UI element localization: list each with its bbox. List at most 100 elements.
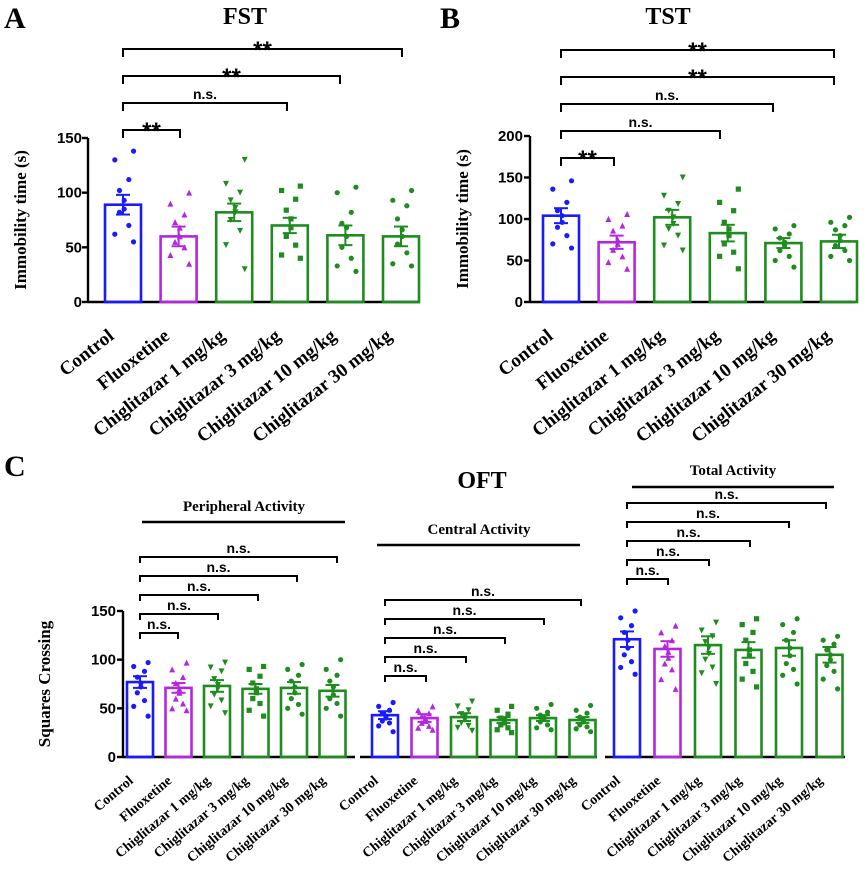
panel-letter-a: A [4, 2, 26, 35]
data-point [112, 157, 118, 163]
data-point [408, 263, 415, 269]
data-point [780, 622, 786, 628]
data-point [568, 245, 575, 251]
y-tick-label: 150 [498, 170, 523, 187]
data-point [780, 672, 786, 678]
data-point [283, 207, 289, 213]
data-point [465, 707, 472, 714]
significance-bracket [139, 594, 259, 601]
chart-subtitle: Peripheral Activity [183, 499, 306, 515]
significance-label: n.s. [226, 540, 250, 556]
significance-bracket [384, 637, 506, 644]
data-point [288, 216, 294, 222]
data-point [679, 247, 686, 254]
bar [541, 214, 581, 304]
data-point [183, 707, 190, 714]
data-point [835, 633, 841, 639]
bar [214, 211, 254, 304]
data-point [672, 685, 679, 692]
data-point [698, 670, 705, 677]
data-point [791, 264, 797, 270]
bar [764, 241, 803, 304]
data-point [130, 239, 137, 245]
bar [612, 637, 642, 759]
data-point [721, 241, 727, 247]
data-point [145, 713, 151, 719]
significance-bracket [626, 578, 669, 585]
data-point [739, 622, 745, 628]
data-point [618, 664, 624, 671]
data-point [794, 681, 800, 687]
bar [318, 689, 347, 759]
data-point [548, 727, 554, 733]
significance-bracket [560, 130, 721, 139]
data-point [842, 223, 848, 229]
data-point [505, 725, 511, 731]
significance-label: n.s. [167, 597, 191, 613]
y-axis-label: Squares Crossing [35, 620, 54, 747]
data-point [658, 629, 665, 636]
data-point [786, 231, 792, 237]
data-point [167, 200, 174, 207]
significance-bracket [560, 103, 774, 112]
significance-bracket [384, 599, 582, 606]
significance-label: ** [253, 37, 272, 64]
data-point [186, 260, 193, 267]
data-point [743, 660, 749, 667]
data-point [632, 671, 638, 677]
significance-bracket [626, 502, 827, 509]
y-tick-label: 0 [108, 749, 116, 766]
data-point [832, 242, 839, 249]
data-point [786, 253, 792, 259]
data-point [544, 722, 551, 728]
bar [815, 653, 844, 759]
data-point [338, 657, 344, 663]
data-point [831, 641, 837, 647]
data-point [126, 222, 132, 229]
data-point [299, 711, 305, 717]
data-point [261, 713, 267, 719]
bar [125, 680, 155, 759]
data-point [509, 730, 515, 736]
data-point [227, 197, 234, 204]
data-point [469, 698, 476, 705]
data-point [675, 232, 682, 239]
data-point [241, 156, 248, 163]
y-tick-label: 150 [57, 130, 82, 147]
data-point [619, 222, 626, 229]
data-point [297, 255, 303, 261]
data-point [293, 196, 299, 202]
significance-bracket [384, 675, 427, 682]
data-point [334, 700, 340, 707]
significance-label: n.s. [635, 562, 659, 578]
data-point [293, 242, 299, 248]
significance-label: n.s. [413, 640, 437, 656]
chart-central: Central ActivityControlFluoxetineChiglit… [336, 522, 597, 866]
chart-subtitle: Central Activity [428, 522, 531, 538]
data-point [702, 656, 709, 663]
data-point [726, 226, 732, 232]
data-point [223, 242, 230, 249]
data-point [257, 700, 263, 707]
bar [652, 216, 692, 304]
data-point [828, 219, 834, 225]
significance-bracket [139, 613, 219, 620]
data-point [621, 652, 627, 658]
data-point [605, 259, 612, 266]
data-point [207, 664, 214, 671]
data-point [772, 257, 778, 264]
data-point [846, 257, 853, 264]
data-point [257, 673, 263, 679]
significance-label: n.s. [714, 486, 738, 502]
bar [370, 713, 400, 759]
data-point [835, 686, 841, 692]
data-point [754, 616, 760, 622]
data-point [169, 705, 176, 712]
data-point [394, 216, 401, 222]
data-point [750, 668, 756, 674]
data-point [261, 663, 267, 670]
y-tick-label: 100 [498, 211, 523, 228]
significance-label: ** [688, 38, 707, 65]
